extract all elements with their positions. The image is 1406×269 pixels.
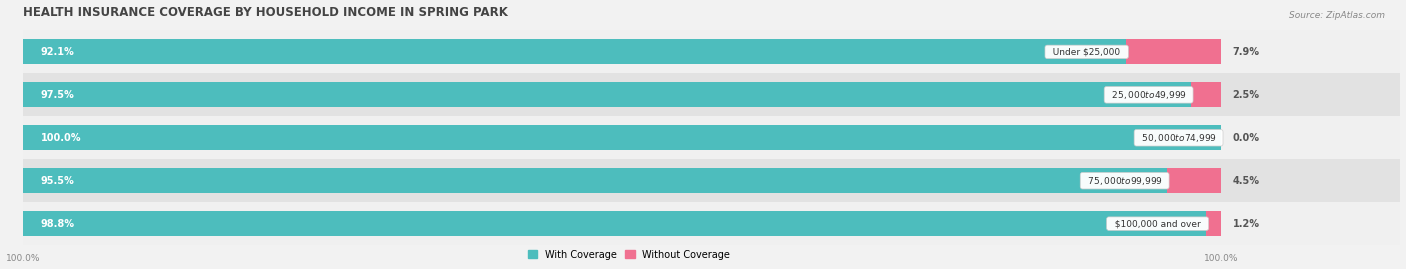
Text: 4.5%: 4.5% <box>1233 176 1260 186</box>
Text: 2.5%: 2.5% <box>1233 90 1260 100</box>
Text: 0.0%: 0.0% <box>1233 133 1260 143</box>
Text: 1.2%: 1.2% <box>1233 219 1260 229</box>
Text: 98.8%: 98.8% <box>41 219 75 229</box>
Bar <box>22 73 1400 116</box>
Text: Under $25,000: Under $25,000 <box>1047 47 1126 56</box>
Text: 97.5%: 97.5% <box>41 90 75 100</box>
Bar <box>1206 211 1220 236</box>
Text: 92.1%: 92.1% <box>41 47 75 57</box>
Bar <box>22 40 1126 64</box>
Text: 100.0%: 100.0% <box>41 133 82 143</box>
Bar <box>22 202 1400 245</box>
Text: 95.5%: 95.5% <box>41 176 75 186</box>
Bar <box>22 159 1400 202</box>
Text: $75,000 to $99,999: $75,000 to $99,999 <box>1083 175 1167 187</box>
Bar <box>22 211 1206 236</box>
Text: Source: ZipAtlas.com: Source: ZipAtlas.com <box>1289 11 1385 20</box>
Bar <box>1126 40 1220 64</box>
Bar <box>22 168 1167 193</box>
Legend: With Coverage, Without Coverage: With Coverage, Without Coverage <box>524 246 734 263</box>
Text: $50,000 to $74,999: $50,000 to $74,999 <box>1136 132 1220 144</box>
Text: 7.9%: 7.9% <box>1233 47 1260 57</box>
Bar <box>22 125 1220 150</box>
Bar <box>22 116 1400 159</box>
Bar <box>1191 82 1220 107</box>
Bar <box>22 82 1191 107</box>
Text: HEALTH INSURANCE COVERAGE BY HOUSEHOLD INCOME IN SPRING PARK: HEALTH INSURANCE COVERAGE BY HOUSEHOLD I… <box>22 6 508 19</box>
Text: $100,000 and over: $100,000 and over <box>1109 219 1206 228</box>
Bar <box>1167 168 1220 193</box>
Text: $25,000 to $49,999: $25,000 to $49,999 <box>1107 89 1191 101</box>
Bar <box>22 30 1400 73</box>
